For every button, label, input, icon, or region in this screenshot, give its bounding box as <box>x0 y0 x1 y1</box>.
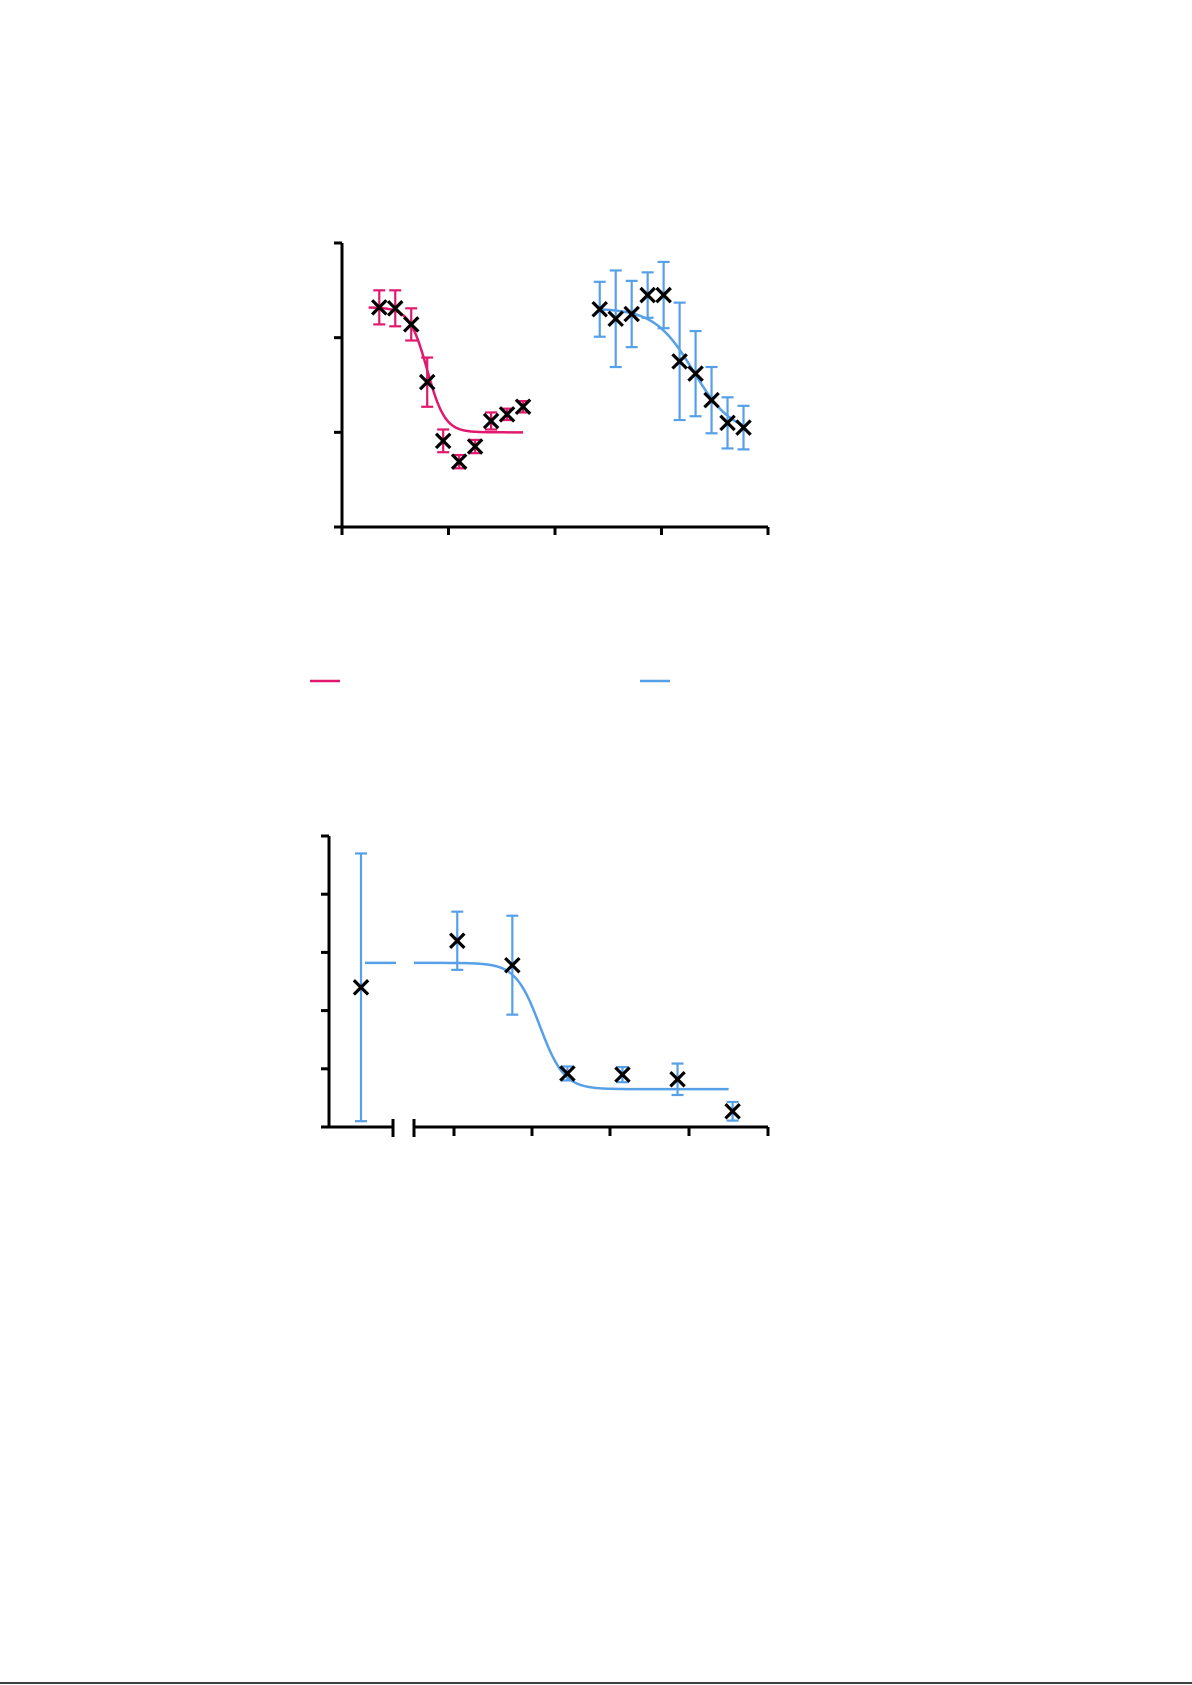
data-point <box>724 1103 741 1120</box>
data-point <box>514 398 532 416</box>
fit-curve-2 <box>599 308 745 427</box>
data-point <box>482 412 500 430</box>
data-point <box>418 373 436 391</box>
data-point <box>352 979 370 996</box>
data-point <box>703 391 720 409</box>
data-point <box>498 406 516 423</box>
data-point <box>559 1065 576 1082</box>
data-point <box>504 956 521 974</box>
data-point <box>655 286 672 304</box>
data-point <box>671 353 688 370</box>
data-point <box>386 300 404 317</box>
data-point <box>450 453 468 470</box>
data-point <box>614 1066 631 1083</box>
data-point <box>623 305 640 323</box>
data-point <box>434 432 452 450</box>
data-point <box>591 301 608 318</box>
data-point <box>371 299 388 316</box>
data-point <box>669 1071 686 1088</box>
data-point <box>719 414 736 432</box>
data-point <box>466 438 484 455</box>
top-chart <box>334 241 770 535</box>
data-point <box>639 286 656 304</box>
data-point <box>607 310 624 327</box>
data-point <box>735 419 752 436</box>
data-point <box>687 365 704 382</box>
data-point <box>449 932 466 950</box>
data-point <box>402 316 420 333</box>
bottom-chart <box>321 834 770 1137</box>
